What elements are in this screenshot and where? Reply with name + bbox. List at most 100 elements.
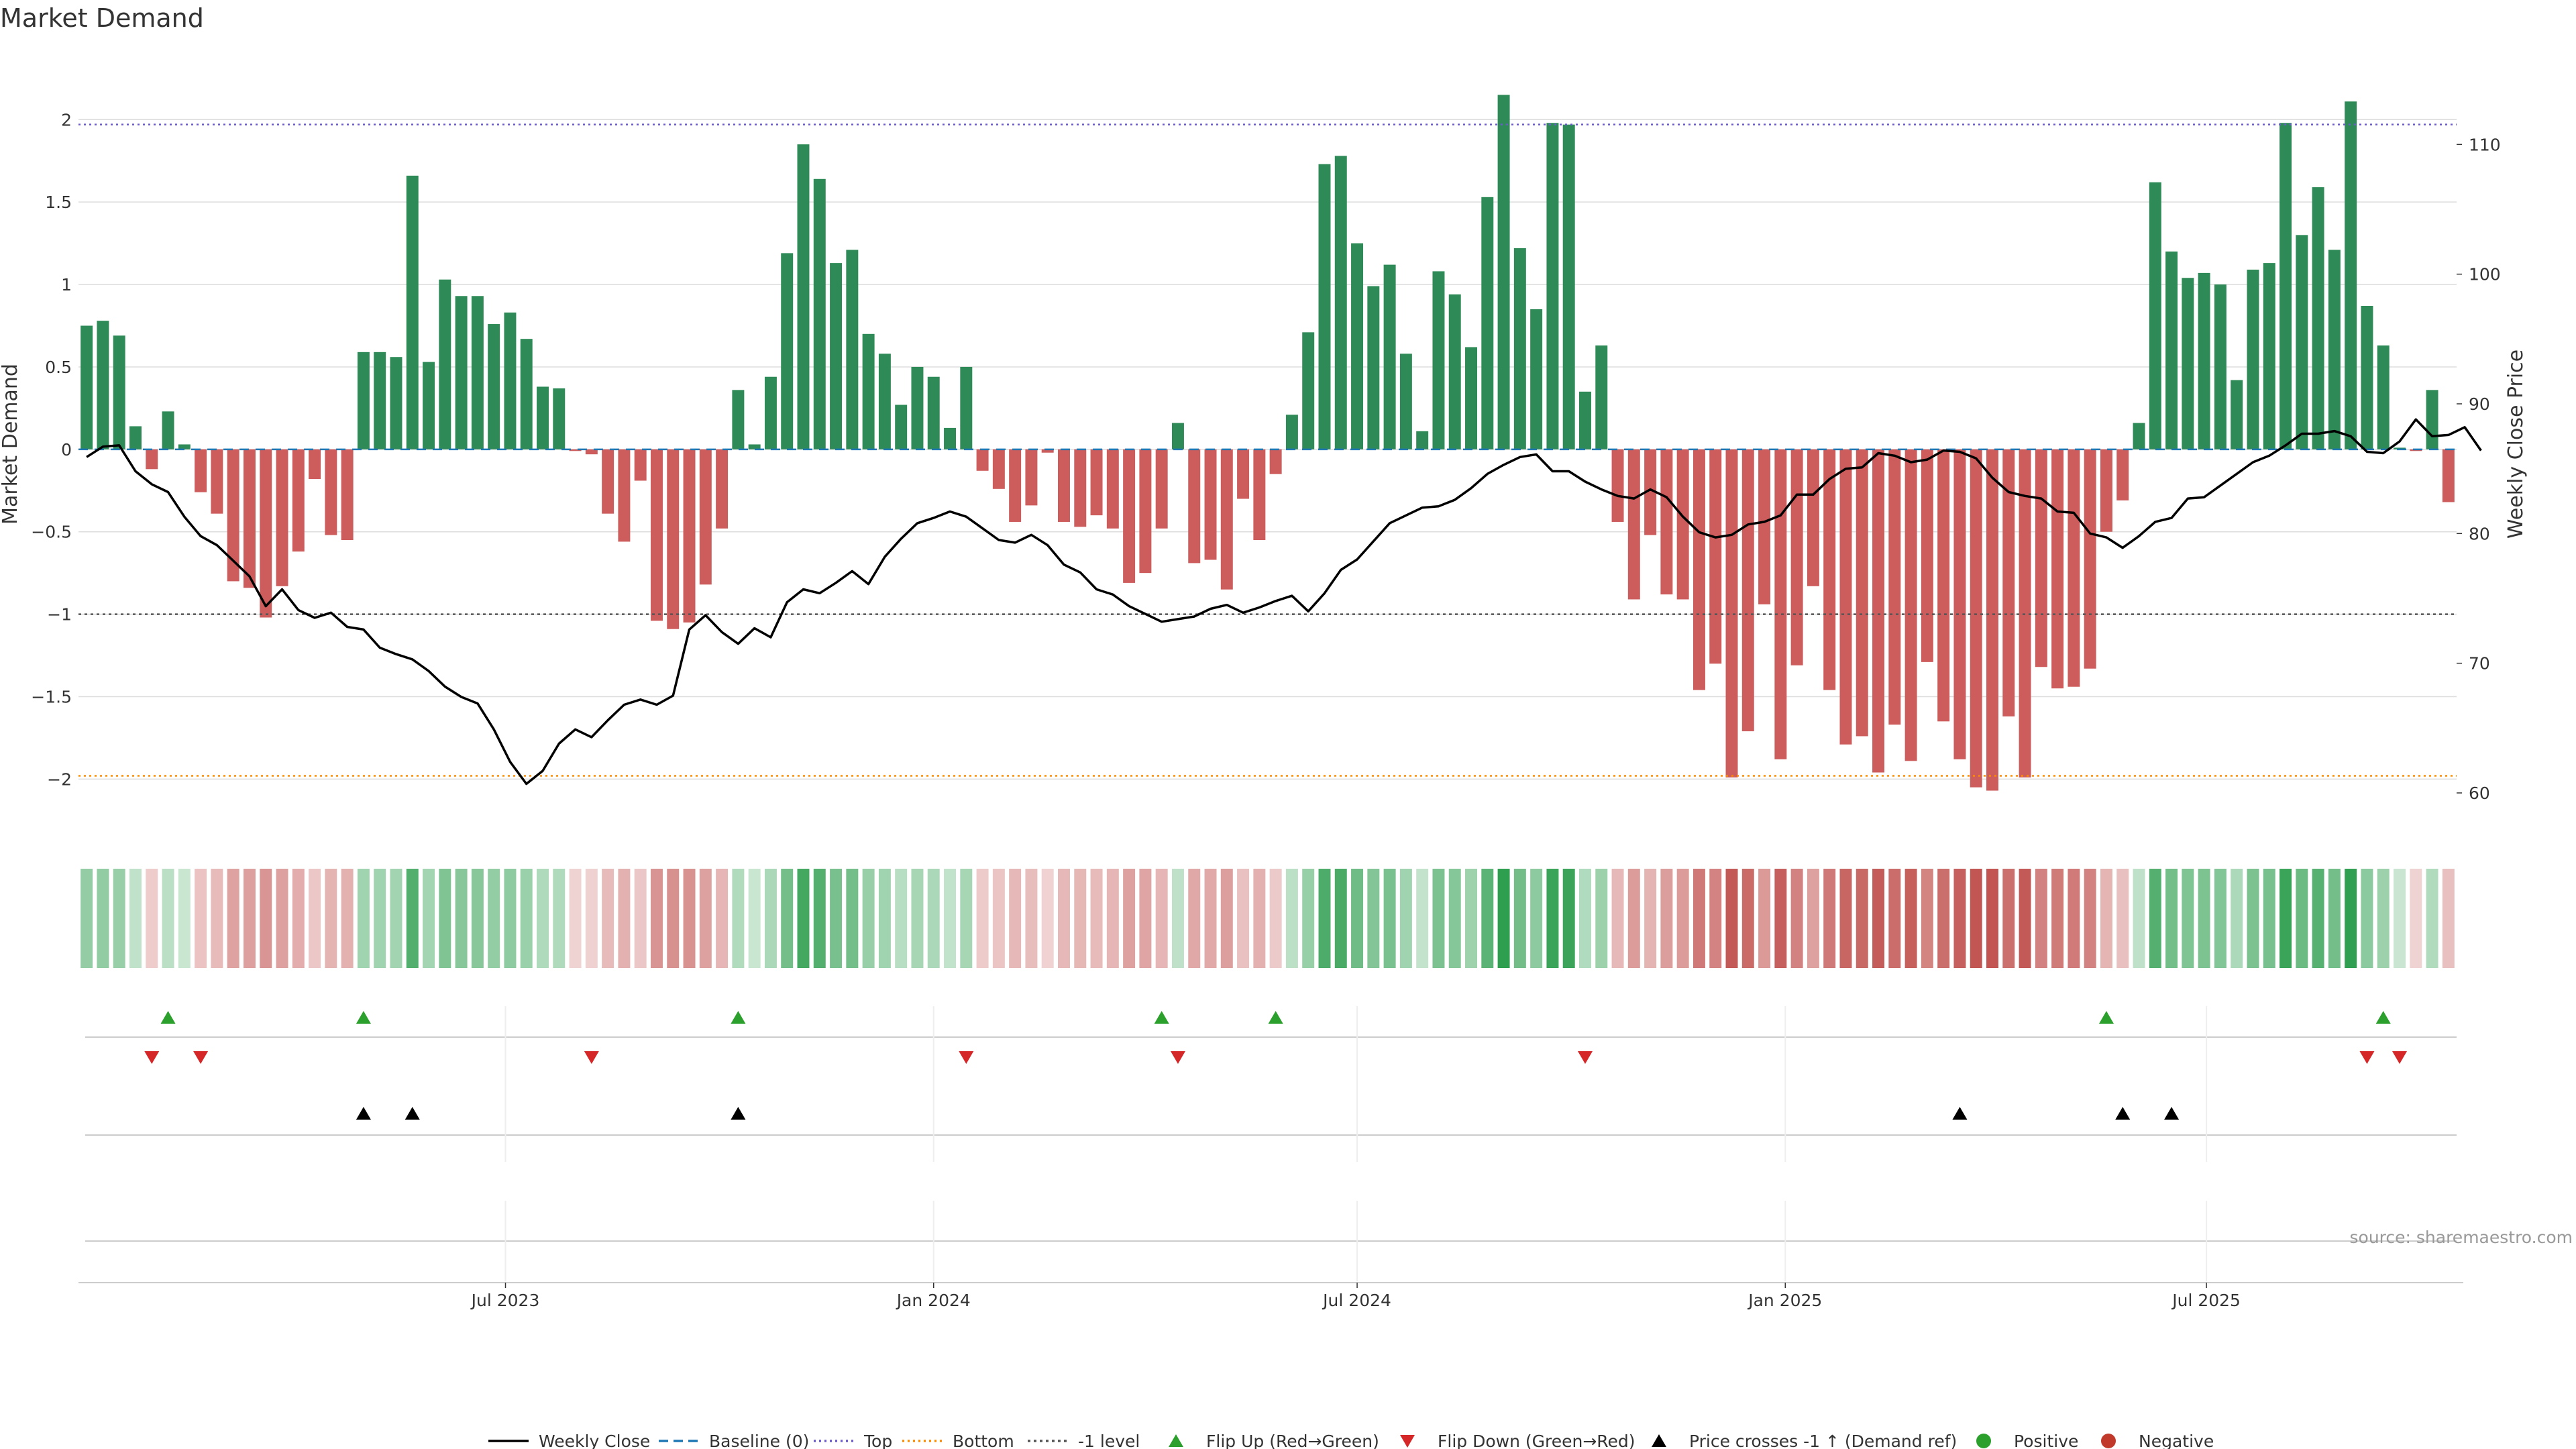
y-tick-label: 0.5 [45,358,72,377]
demand-bar [1334,156,1347,449]
demand-bar [1530,309,1543,449]
demand-bar [2051,449,2064,689]
heat-cell [2149,869,2161,968]
demand-bar [1725,449,1738,777]
heat-cell [944,869,957,968]
heat-cell [1416,869,1429,968]
heat-cell [927,869,940,968]
heat-cell [618,869,631,968]
y-tick-label: 1 [61,275,72,294]
demand-bar [520,339,533,449]
demand-bar [1904,449,1917,761]
heat-cell [1204,869,1217,968]
legend-label: Flip Up (Red→Green) [1206,1432,1379,1449]
heat-cell [162,869,174,968]
demand-bar [1351,243,1364,449]
heat-cell [2345,869,2357,968]
x-tick-label: Jan 2024 [896,1291,971,1310]
heat-cell [1155,869,1168,968]
heat-cell [1448,869,1461,968]
legend-label: Flip Down (Green→Red) [1438,1432,1635,1449]
heat-cell [1790,869,1803,968]
demand-bar [569,449,582,451]
heat-cell [276,869,288,968]
demand-bar [1709,449,1722,664]
demand-bar [667,449,680,629]
demand-bar [1627,449,1640,600]
demand-bar [423,362,435,449]
heat-cell [1237,869,1250,968]
heat-cell [2426,869,2438,968]
heat-cell [992,869,1005,968]
demand-bar [1513,248,1526,449]
heat-cell [2068,869,2080,968]
heat-cell [1741,869,1754,968]
demand-bars [80,95,2455,791]
legend-label: Bottom [953,1432,1014,1449]
heat-cell [2247,869,2259,968]
heat-cell [764,869,777,968]
heat-cell [1546,869,1559,968]
y-tick-label: 2 [61,110,72,129]
heat-cell [569,869,582,968]
heat-cell [423,869,435,968]
heat-cell [309,869,321,968]
legend-swatch [2101,1434,2116,1448]
demand-bar [341,449,354,540]
heat-cell [781,869,794,968]
heat-cell [1025,869,1038,968]
demand-bar [1693,449,1705,690]
x-axis-ticks: Jul 2023 Jan 2024 Jul 2024 Jan 2025 Jul 2025 [470,1283,2241,1310]
heat-cell [1807,869,1819,968]
heat-cell [1904,869,1917,968]
flip-up-marker [1154,1011,1169,1024]
heat-cell [406,869,419,968]
heat-cell [520,869,533,968]
heat-cell [1302,869,1315,968]
demand-bar [374,352,386,449]
heat-cell [960,869,973,968]
demand-bar [2361,306,2373,449]
demand-bar [960,366,973,449]
demand-bar [1986,449,1998,791]
demand-bar [1074,449,1087,527]
demand-bar [862,333,875,449]
y-tick-label: −1.5 [31,687,72,706]
heat-cell [553,869,566,968]
heat-cell [80,869,93,968]
heat-cell [1090,869,1103,968]
heat-cell [243,869,256,968]
demand-bar [537,386,549,449]
heat-cell [813,869,826,968]
heat-cell [2263,869,2275,968]
demand-bar [1058,449,1070,522]
demand-bar [243,449,256,588]
demand-bar [471,296,484,449]
demand-bar [178,444,191,449]
y-tick-label: −1 [47,605,72,625]
heat-cell [1856,869,1868,968]
demand-bar [878,354,891,449]
legend-label: Positive [2014,1432,2078,1449]
heat-cell [1074,869,1087,968]
demand-bar [2377,345,2390,449]
heat-cell [2361,869,2373,968]
demand-bar [162,411,174,449]
reference-lines [78,123,2457,777]
demand-bar [1269,449,1282,474]
heat-cell [1139,869,1152,968]
demand-bar [1839,449,1852,745]
demand-bar [2279,123,2292,449]
heat-cell [2312,869,2324,968]
heat-cell [1709,869,1722,968]
heat-cell [1970,869,1982,968]
demand-bar [1204,449,1217,560]
heat-cell [878,869,891,968]
flip-up-marker [2098,1011,2114,1024]
demand-bar [1155,449,1168,529]
heat-cell [895,869,908,968]
demand-bar [1562,124,1575,449]
y2-tick-label: 110 [2469,135,2501,154]
heat-cell [1318,869,1331,968]
demand-bar [1318,164,1331,449]
